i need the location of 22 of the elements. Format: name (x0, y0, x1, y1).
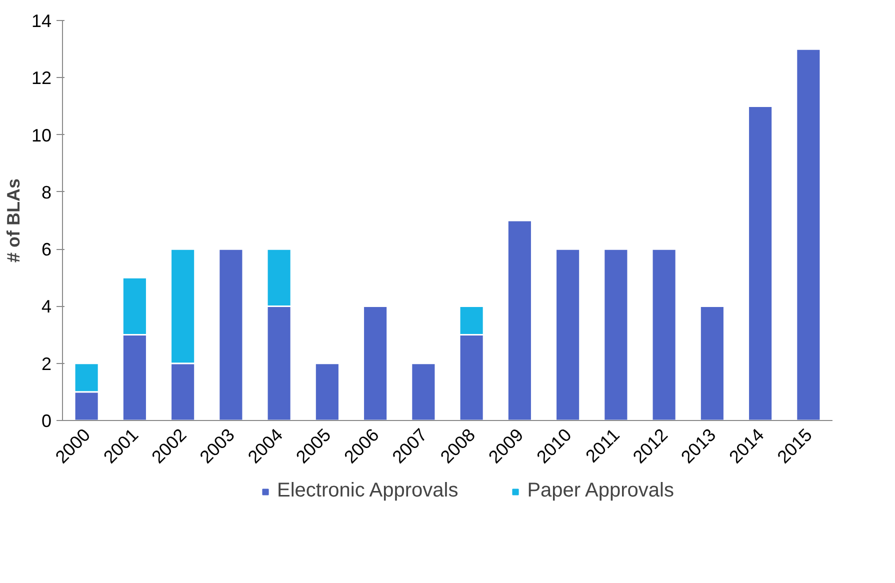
bar (603, 248, 629, 420)
bar (362, 305, 388, 420)
legend-label: Electronic Approvals (277, 480, 458, 502)
bar (410, 362, 436, 420)
y-tick-label: 12 (31, 68, 52, 88)
y-tick-label: 8 (41, 182, 52, 202)
bar (651, 248, 677, 420)
legend-label: Paper Approvals (527, 480, 674, 502)
y-tick-label: 10 (31, 125, 52, 146)
y-tick-label: 0 (41, 411, 52, 431)
bar (748, 105, 774, 420)
bar (699, 305, 725, 420)
y-axis-title: # of BLAs (3, 178, 24, 263)
bar (555, 248, 581, 420)
bar (314, 362, 340, 420)
y-tick-label: 6 (41, 240, 52, 260)
y-tick-label: 4 (41, 296, 52, 317)
y-tick-label: 14 (31, 11, 52, 31)
bar (506, 220, 532, 420)
y-tick-label: 2 (41, 354, 52, 374)
bar (796, 48, 822, 420)
bar (218, 248, 244, 420)
